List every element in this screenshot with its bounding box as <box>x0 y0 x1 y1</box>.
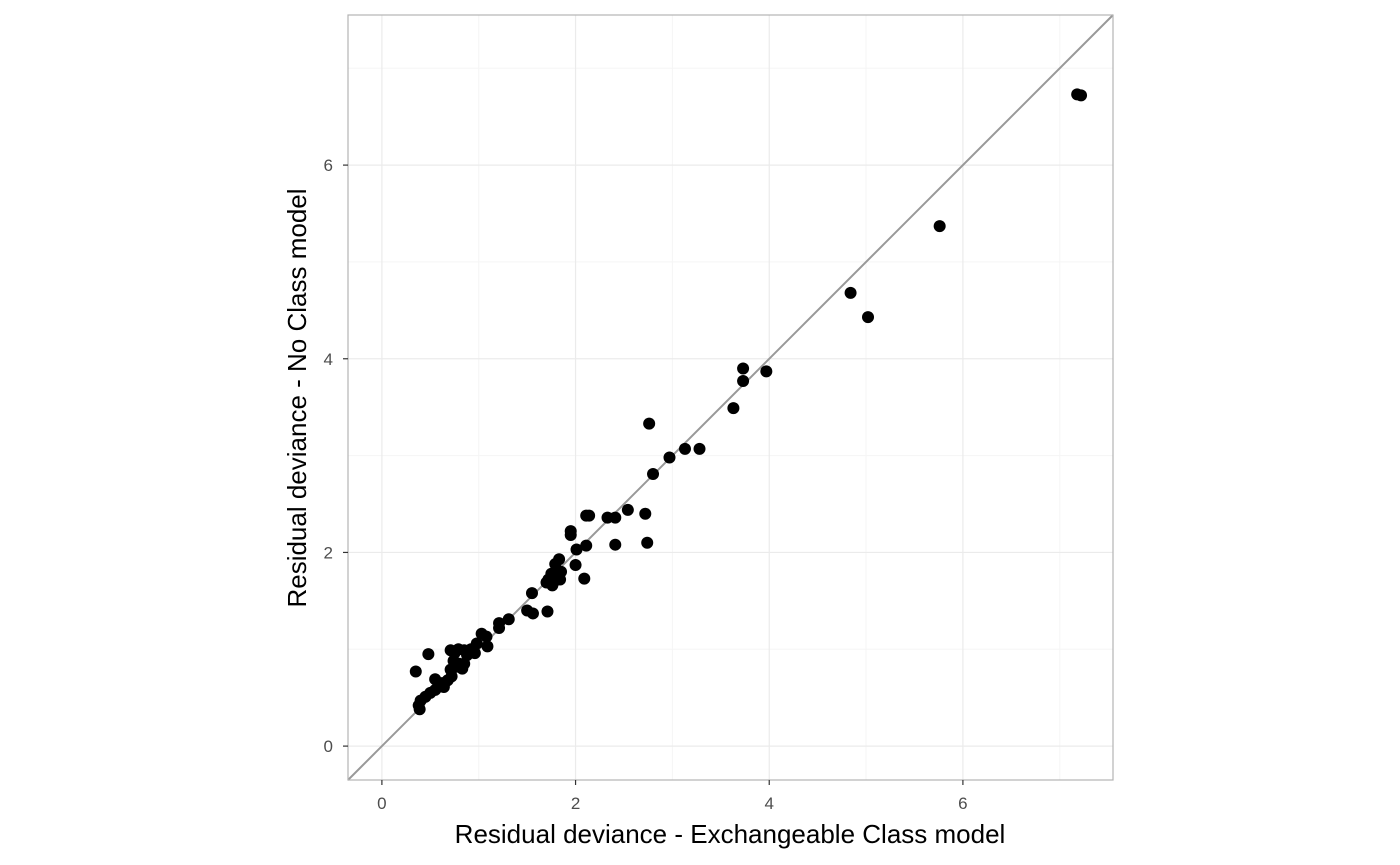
y-axis-title: Residual deviance - No Class model <box>282 188 312 607</box>
data-point <box>578 572 591 585</box>
y-tick-label: 4 <box>324 350 333 369</box>
data-point <box>609 538 622 551</box>
x-axis-title: Residual deviance - Exchangeable Class m… <box>455 819 1006 849</box>
data-point <box>422 648 435 661</box>
y-tick-label: 0 <box>324 737 333 756</box>
major-gridlines <box>348 15 1113 780</box>
data-point <box>727 402 740 415</box>
data-point <box>564 529 577 542</box>
data-point <box>663 451 676 464</box>
data-point <box>737 375 750 388</box>
x-tick-label: 4 <box>764 794 773 813</box>
data-point <box>678 442 691 455</box>
y-tick-label: 6 <box>324 156 333 175</box>
data-point <box>933 220 946 233</box>
data-point <box>621 503 634 516</box>
data-points <box>409 88 1088 716</box>
y-axis-ticks: 0 2 4 6 <box>324 156 348 756</box>
data-point <box>493 621 506 634</box>
y-tick-label: 2 <box>324 543 333 562</box>
data-point <box>570 543 583 556</box>
data-point <box>862 311 875 324</box>
data-point <box>583 509 596 522</box>
data-point <box>639 507 652 520</box>
x-tick-label: 6 <box>958 794 967 813</box>
data-point <box>737 362 750 375</box>
data-point <box>480 630 493 643</box>
data-point <box>641 536 654 549</box>
data-point <box>546 579 559 592</box>
data-point <box>647 468 660 480</box>
data-point <box>643 417 656 430</box>
data-point <box>481 640 494 653</box>
data-point <box>580 539 593 552</box>
data-point <box>844 286 857 299</box>
data-point <box>525 587 538 600</box>
data-point <box>526 607 539 620</box>
data-point <box>760 365 773 378</box>
x-tick-label: 0 <box>377 794 386 813</box>
data-point <box>502 613 515 626</box>
data-point <box>444 644 457 657</box>
data-point <box>569 559 582 572</box>
data-point <box>413 703 426 716</box>
data-point <box>409 665 422 678</box>
panel-border <box>347 14 1114 781</box>
data-point <box>456 662 469 675</box>
data-point <box>693 442 706 455</box>
x-tick-label: 2 <box>571 794 580 813</box>
data-point <box>541 605 554 618</box>
data-point <box>601 511 614 524</box>
data-point <box>1075 89 1088 102</box>
x-axis-ticks: 0 2 4 6 <box>377 780 968 813</box>
